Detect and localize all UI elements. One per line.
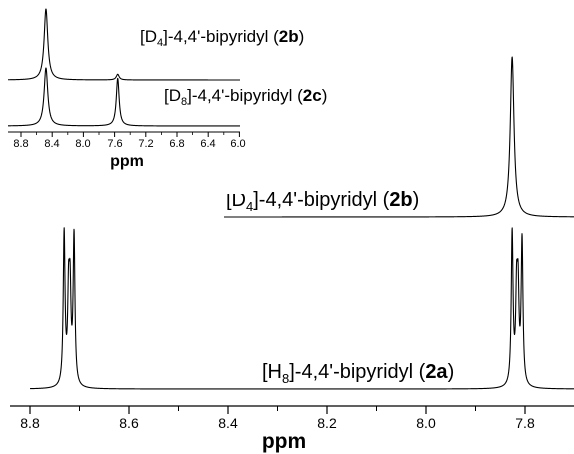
main-tick-label-8.8: 8.8 (20, 415, 40, 431)
inset-tick-label-8.0: 8.0 (75, 138, 90, 150)
inset-tick-label-6.8: 6.8 (169, 138, 184, 150)
inset-chart: 8.8 8.4 8.0 7.6 7.2 6.8 6.4 6.0 ppm [D4]… (0, 0, 327, 194)
main-x-axis-ticks (29, 406, 526, 414)
inset-background (0, 0, 250, 194)
main-tick-label-8.6: 8.6 (119, 415, 139, 431)
series-label-2a: [H8]-4,4'-bipyridyl (2a) (262, 361, 454, 386)
inset-tick-label-7.2: 7.2 (138, 138, 153, 150)
main-trace-2b (223, 56, 574, 218)
inset-series-label-2c: [D8]-4,4'-bipyridyl (2c) (164, 86, 327, 108)
inset-tick-label-7.6: 7.6 (107, 138, 122, 150)
main-tick-label-8.0: 8.0 (416, 415, 436, 431)
inset-tick-label-8.4: 8.4 (44, 138, 59, 150)
series-label-2b: [D4]-4,4'-bipyridyl (2b) (226, 189, 419, 214)
inset-tick-label-6.4: 6.4 (200, 138, 215, 150)
inset-tick-label-6.0: 6.0 (230, 138, 245, 150)
main-trace-2a (29, 227, 574, 390)
inset-trace-2b (7, 8, 241, 81)
inset-x-axis-ticks (20, 132, 240, 137)
main-x-axis-title: ppm (262, 430, 306, 453)
main-tick-label-7.8: 7.8 (515, 415, 535, 431)
main-tick-label-8.2: 8.2 (317, 415, 337, 431)
inset-trace-2c (7, 67, 241, 127)
inset-series-label-2b: [D4]-4,4'-bipyridyl (2b) (140, 27, 304, 49)
inset-tick-label-8.8: 8.8 (13, 138, 28, 150)
main-chart: 8.8 8.6 8.4 8.2 8.0 7.8 ppm [D4]-4,4'-bi… (10, 56, 574, 453)
main-tick-label-8.4: 8.4 (218, 415, 238, 431)
inset-x-axis-title: ppm (110, 153, 144, 170)
